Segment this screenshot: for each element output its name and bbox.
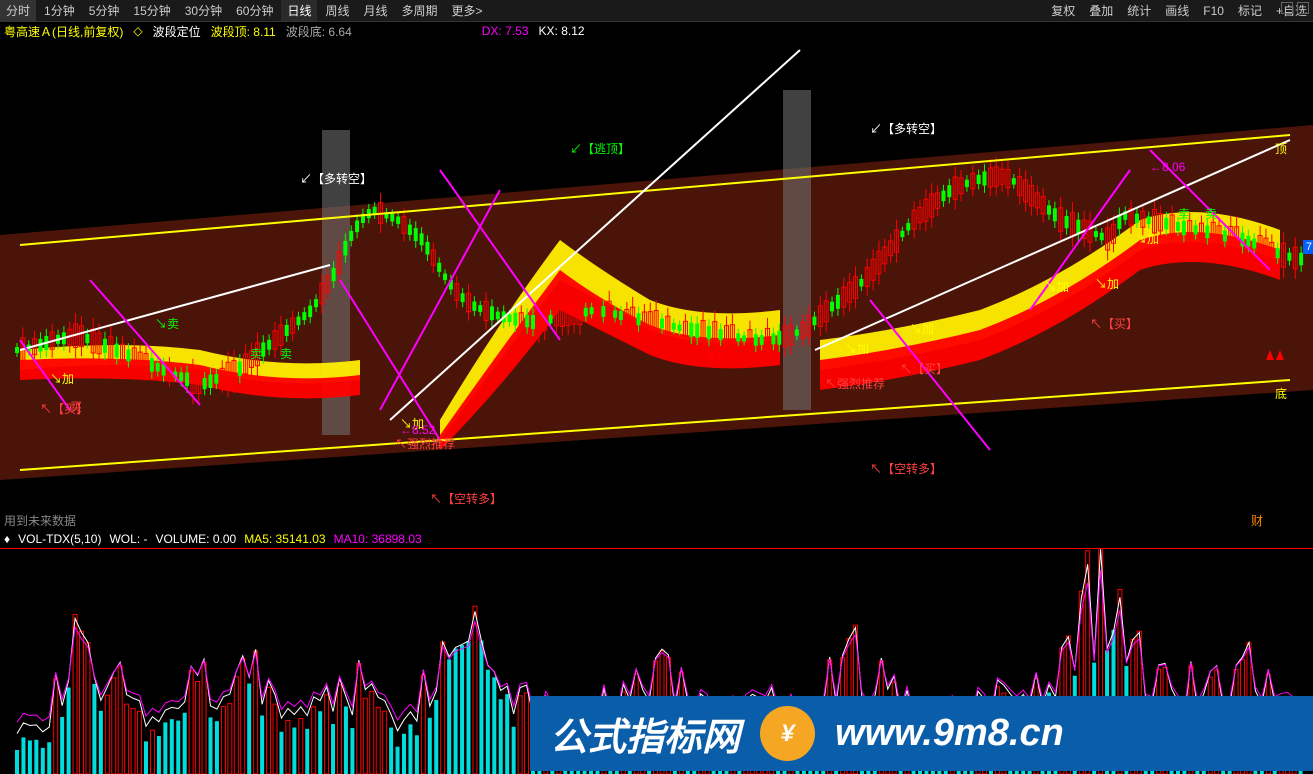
toolbar: 分时1分钟5分钟15分钟30分钟60分钟日线周线月线多周期更多> 复权叠加统计画… <box>0 0 1313 22</box>
dx-label: DX: <box>482 24 502 38</box>
chart-close-icon[interactable] <box>1297 2 1309 14</box>
period-btn-1分钟[interactable]: 1分钟 <box>38 0 81 21</box>
chart-annotation: ↘加 <box>50 370 74 387</box>
stock-name: 粤高速Ａ(日线,前复权) <box>4 23 123 40</box>
chart-corner-controls <box>1281 2 1309 14</box>
chart-annotation: ↙【多转空】 <box>870 120 942 137</box>
chart-annotation: ←8.52 <box>400 423 435 437</box>
toolbar-periods: 分时1分钟5分钟15分钟30分钟60分钟日线周线月线多周期更多> <box>0 0 489 21</box>
vol-ma5: MA5: 35141.03 <box>244 532 325 546</box>
chart-annotation: ↖【空转多】 <box>430 490 502 507</box>
period-btn-15分钟[interactable]: 15分钟 <box>127 0 176 21</box>
chart-annotation: 卖 <box>250 345 262 362</box>
main-chart[interactable]: ↙【多转空】↙【多转空】↙【逃顶】顶底↘卖卖卖卖卖↘加↘加↘加↘加↘加↘加↘加↖… <box>0 40 1313 510</box>
toolbar-btn-复权[interactable]: 复权 <box>1045 0 1081 21</box>
chart-annotation: ↖【空转多】 <box>870 460 942 477</box>
chart-annotation: ↖【买】 <box>900 360 948 377</box>
vol-volume: VOLUME: 0.00 <box>155 532 236 546</box>
top-label: 波段顶: <box>211 25 250 39</box>
price-axis-tag: 7 <box>1303 240 1313 254</box>
chart-annotation: ↙【逃顶】 <box>570 140 630 157</box>
watermark: 公式指标网 ¥ www.9m8.cn <box>530 696 1313 771</box>
chart-annotation: 卖 <box>280 345 292 362</box>
chart-annotation: ↖强烈推荐 <box>825 375 885 392</box>
period-btn-30分钟[interactable]: 30分钟 <box>179 0 228 21</box>
chart-annotation: ↘加 <box>1045 278 1069 295</box>
kx-label: KX: <box>539 24 558 38</box>
watermark-text: 公式指标网 <box>550 706 740 761</box>
info-bar: 粤高速Ａ(日线,前复权) ◇ 波段定位 波段顶: 8.11 波段底: 6.64 … <box>0 22 1313 40</box>
period-btn-月线[interactable]: 月线 <box>358 0 394 21</box>
kx-val: 8.12 <box>561 24 584 38</box>
bot-label: 波段底: <box>286 25 325 39</box>
chart-annotation: 底 <box>1275 385 1287 402</box>
bot-val: 6.64 <box>328 25 351 39</box>
panel-icon[interactable]: ◇ <box>133 24 142 38</box>
period-btn-分时[interactable]: 分时 <box>0 0 36 21</box>
toolbar-btn-标记[interactable]: 标记 <box>1232 0 1268 21</box>
period-btn-60分钟[interactable]: 60分钟 <box>230 0 279 21</box>
watermark-url: www.9m8.cn <box>835 712 1064 755</box>
chart-annotation: ←8.06 <box>1150 160 1185 174</box>
chart-expand-icon[interactable] <box>1281 2 1293 14</box>
chart-annotation: ↘加 <box>910 320 934 337</box>
chart-annotation: 顶 <box>1275 140 1287 157</box>
period-btn-5分钟[interactable]: 5分钟 <box>83 0 126 21</box>
chart-annotation: ↘加 <box>400 415 424 432</box>
dx-val: 7.53 <box>505 24 528 38</box>
period-btn-多周期[interactable]: 多周期 <box>396 0 444 21</box>
toolbar-btn-叠加[interactable]: 叠加 <box>1083 0 1119 21</box>
chart-footer: 用到未来数据 财 <box>0 510 1313 530</box>
top-val: 8.11 <box>253 25 275 39</box>
indicator-name: 波段定位 <box>153 23 201 40</box>
period-btn-周线[interactable]: 周线 <box>319 0 355 21</box>
volume-header: ♦ VOL-TDX(5,10) WOL: - VOLUME: 0.00 MA5:… <box>0 530 1313 548</box>
chart-annotation: ↘加 <box>1135 230 1159 247</box>
footer-right: 财 <box>1251 512 1263 529</box>
chart-annotation: ↖【买】 <box>40 400 88 417</box>
chart-annotation: ↘卖 <box>155 315 179 332</box>
chart-annotation: 买 <box>70 398 82 415</box>
chart-annotation: ↖【买】 <box>1090 315 1138 332</box>
future-data-label: 用到未来数据 <box>4 512 76 529</box>
toolbar-btn-统计[interactable]: 统计 <box>1121 0 1157 21</box>
period-btn-更多>[interactable]: 更多> <box>446 0 489 21</box>
toolbar-btn-画线[interactable]: 画线 <box>1159 0 1195 21</box>
vol-wol: WOL: - <box>109 532 147 546</box>
chart-annotation: 卖 <box>1178 205 1190 222</box>
toolbar-right: 复权叠加统计画线F10标记+自选 <box>1045 0 1313 21</box>
vol-name: VOL-TDX(5,10) <box>18 532 101 546</box>
watermark-logo-icon: ¥ <box>760 706 815 761</box>
chart-annotation: ↖强烈推荐 <box>395 435 455 452</box>
chart-annotation: 卖 <box>1205 205 1217 222</box>
chart-annotation: ↘加 <box>845 340 869 357</box>
chart-annotation: ↙【多转空】 <box>300 170 372 187</box>
chart-annotation: ↘加 <box>1095 275 1119 292</box>
toolbar-btn-F10[interactable]: F10 <box>1197 2 1230 20</box>
vol-ma10: MA10: 36898.03 <box>334 532 422 546</box>
period-btn-日线[interactable]: 日线 <box>281 0 317 21</box>
